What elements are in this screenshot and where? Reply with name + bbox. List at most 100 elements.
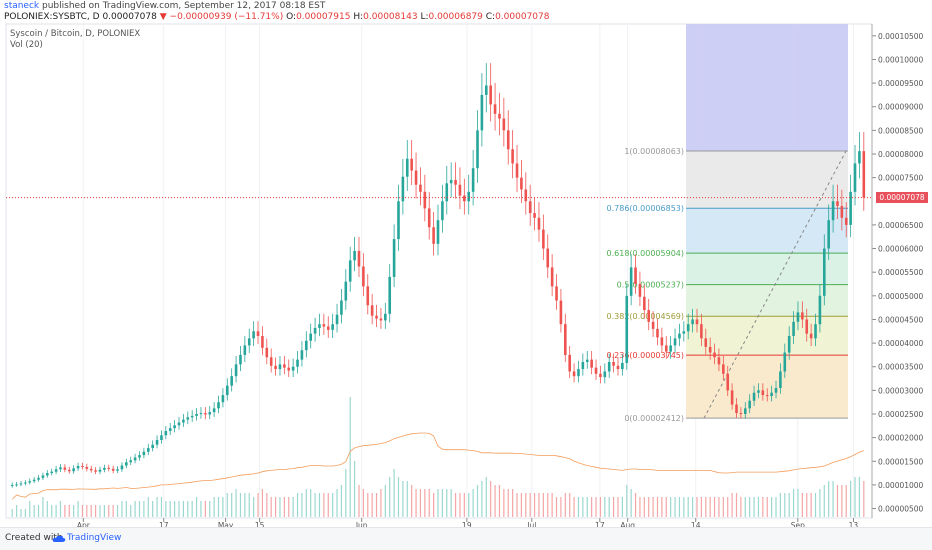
candle-body <box>849 191 852 225</box>
volume-bar <box>296 493 299 517</box>
volume-bar <box>481 481 483 517</box>
volume-bar <box>305 489 307 517</box>
candle-body <box>344 281 348 301</box>
candle-body <box>625 295 629 363</box>
candle-body <box>384 313 387 321</box>
candle-body <box>585 359 589 362</box>
candle-body <box>103 467 106 470</box>
volume-bar <box>437 489 439 517</box>
candle-body <box>37 477 40 480</box>
candle-body <box>765 395 769 397</box>
volume-bar <box>446 489 448 517</box>
last-price-tag: 0.00007078 <box>876 192 928 204</box>
volume-bar <box>15 505 18 517</box>
candle-body <box>537 217 541 230</box>
tradingview-brand-link[interactable]: TradingView <box>67 533 122 543</box>
volume-bar <box>73 505 75 517</box>
candle-body <box>629 267 633 296</box>
volume-bar <box>29 501 31 517</box>
candle-body <box>160 435 163 440</box>
volume-bar <box>433 493 435 517</box>
volume-bar <box>652 497 654 517</box>
candle-body <box>836 201 839 206</box>
volume-bar <box>485 477 487 517</box>
volume-bar <box>77 501 79 517</box>
volume-bar <box>696 497 698 517</box>
candle-body <box>146 448 150 452</box>
candle-body <box>603 371 607 378</box>
candle-body <box>695 319 699 325</box>
volume-bar <box>801 493 803 517</box>
candle-body <box>730 390 734 405</box>
volume-bar <box>722 497 724 517</box>
candle-body <box>265 347 269 358</box>
author-link[interactable]: staneck <box>4 1 40 11</box>
candle-body <box>168 428 172 432</box>
candle-body <box>858 151 861 164</box>
y-tick-label: 0.00007500 <box>878 174 924 183</box>
volume-bar <box>612 497 615 517</box>
volume-bar <box>494 485 496 517</box>
candle-body <box>111 468 115 471</box>
fib-level-label: 0.618(0.00005904) <box>607 249 685 258</box>
volume-bar <box>340 485 343 517</box>
symbol-label: POLONIEX:SYSBTC, D <box>4 12 100 22</box>
volume-bar <box>349 397 351 517</box>
volume-bar <box>257 493 259 517</box>
y-tick-label: 0.00009000 <box>878 103 924 112</box>
volume-bar <box>362 489 364 517</box>
candle-body <box>590 359 593 368</box>
candle-body <box>230 376 233 386</box>
volume-bar <box>775 497 777 517</box>
x-tick-label: 17 <box>159 521 169 528</box>
volume-bar <box>239 493 242 517</box>
volume-bar <box>845 485 847 517</box>
y-tick-label: 0.00006000 <box>878 245 924 254</box>
volume-bar <box>700 497 702 517</box>
candle-body <box>704 338 708 347</box>
candle-body <box>331 324 334 330</box>
candle-body <box>564 324 567 355</box>
candle-body <box>515 163 519 178</box>
candle-body <box>862 151 866 198</box>
candle-body <box>173 425 176 429</box>
volume-bar <box>411 485 413 517</box>
volume-bar <box>402 481 404 517</box>
candle-body <box>199 413 203 415</box>
fib-level-label: 1(0.00008063) <box>624 147 684 156</box>
price-chart[interactable]: 0.00010500 0.00010000 0.00009500 0.00009000… <box>0 0 932 528</box>
candle-body <box>164 431 168 436</box>
y-tick-label: 0.00001000 <box>878 481 924 490</box>
candle-body <box>673 338 677 346</box>
volume-bar <box>836 485 839 517</box>
volume-bar <box>617 497 619 517</box>
y-tick-label: 0.00005500 <box>878 268 924 277</box>
candle-body <box>256 331 260 336</box>
volume-bar <box>178 501 180 517</box>
volume-bar <box>762 497 764 517</box>
candle-body <box>818 295 822 325</box>
candle-body <box>528 201 532 214</box>
candle-body <box>656 328 659 338</box>
volume-bar <box>498 485 501 517</box>
volume-bar <box>450 489 452 517</box>
candle-body <box>441 201 444 221</box>
volume-bar <box>134 501 136 517</box>
candle-body <box>463 195 466 202</box>
candle-body <box>388 276 392 314</box>
candle-body <box>739 413 743 415</box>
volume-bar <box>68 505 70 517</box>
candle-body <box>524 189 528 202</box>
candle-body <box>287 367 291 371</box>
volume-bar <box>384 485 386 517</box>
candle-body <box>261 336 264 348</box>
candle-body <box>296 359 299 367</box>
candle-body <box>682 331 686 334</box>
volume-bar <box>771 497 773 517</box>
candle-body <box>572 371 576 377</box>
candle-body <box>752 392 756 401</box>
y-tick-label: 0.00006500 <box>878 221 924 230</box>
volume-bar <box>670 497 672 517</box>
candle-body <box>445 183 449 202</box>
volume-bar <box>814 493 817 517</box>
